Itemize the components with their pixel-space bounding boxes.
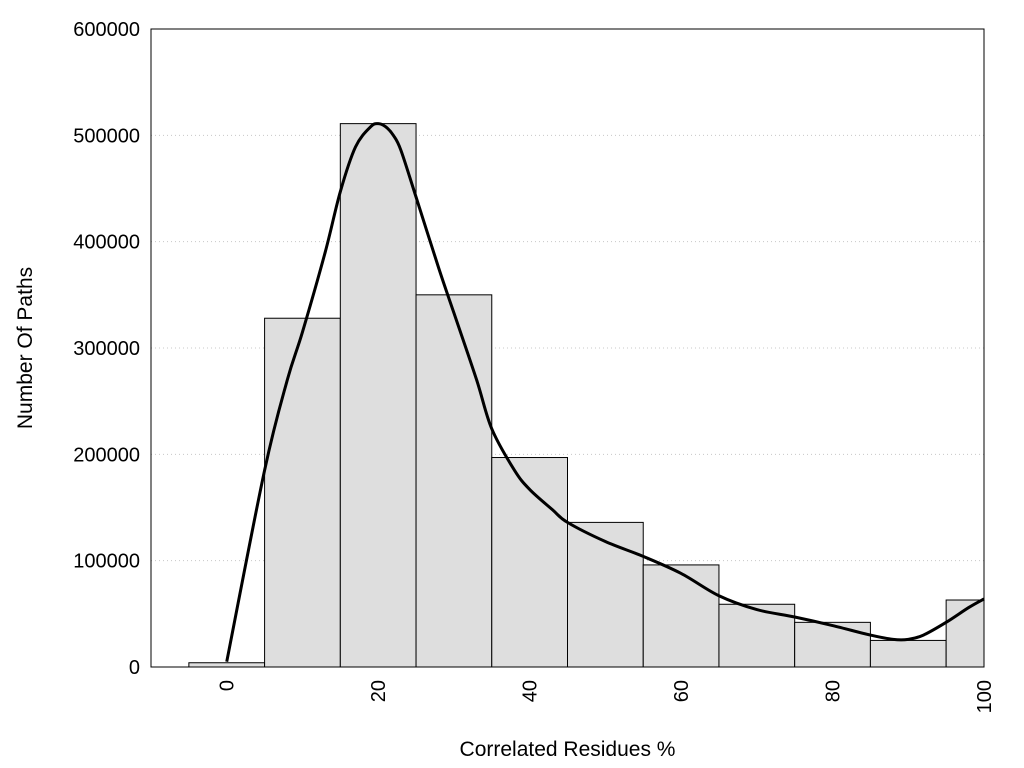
histogram-bar	[642, 564, 720, 668]
histogram-bar	[869, 639, 947, 668]
histogram-bar	[188, 662, 266, 668]
x-axis-title: Correlated Residues %	[460, 738, 676, 761]
plot-frame	[150, 28, 985, 668]
x-tick-label: 40	[520, 680, 542, 702]
x-tick-label: 20	[368, 680, 390, 702]
histogram-bar	[339, 123, 417, 668]
y-tick-label: 200000	[73, 444, 140, 466]
density-curve-line	[225, 122, 985, 662]
density-curve	[225, 122, 985, 662]
y-tick-label: 600000	[73, 19, 140, 41]
x-tick-label: 60	[671, 680, 693, 702]
histogram-bars	[188, 123, 985, 668]
x-tick-label: 80	[823, 680, 845, 702]
y-axis-title: Number Of Paths	[14, 267, 37, 429]
histogram-bar	[567, 521, 644, 668]
histogram-bar	[415, 294, 493, 668]
y-tick-label: 0	[129, 657, 140, 679]
y-tick-label: 400000	[73, 232, 140, 254]
histogram-bar	[794, 621, 871, 668]
x-tick-label: 0	[217, 680, 239, 691]
x-tick-label: 100	[974, 680, 996, 713]
y-tick-label: 300000	[73, 338, 140, 360]
histogram-bar	[264, 317, 341, 668]
y-tick-label: 100000	[73, 551, 140, 573]
x-axis-ticks: 0 20 40 60 80 100	[217, 680, 996, 713]
y-axis-ticks: 0 100000 200000 300000 400000 500000 600000	[73, 19, 140, 679]
y-tick-label: 500000	[73, 125, 140, 147]
